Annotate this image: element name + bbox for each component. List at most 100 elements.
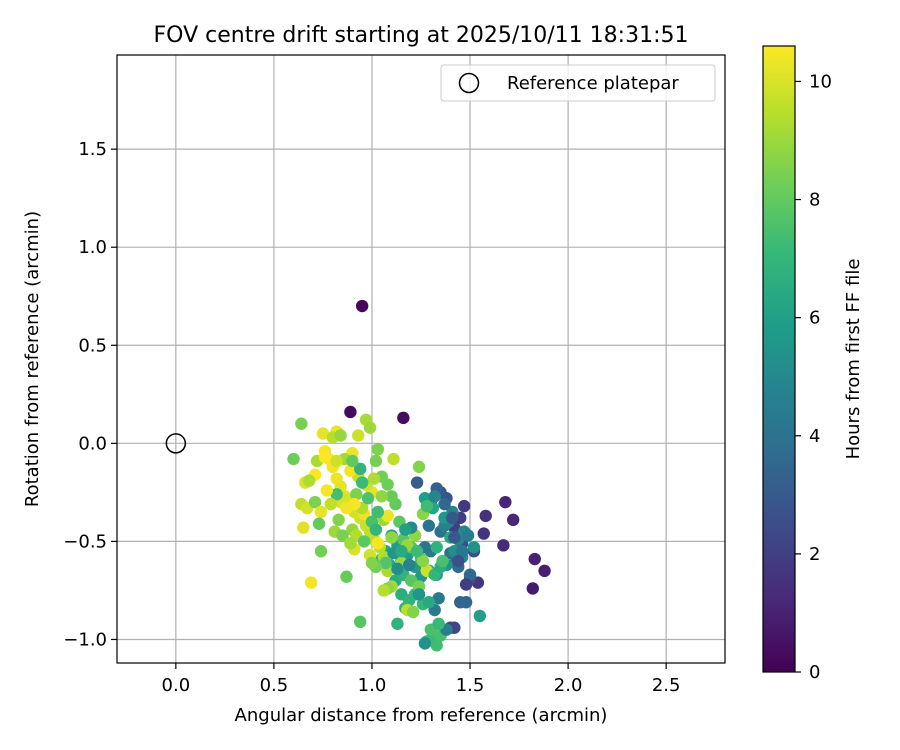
scatter-point xyxy=(361,492,375,505)
scatter-point xyxy=(318,450,332,464)
y-axis-ticks: −1.0 −0.5 0.0 0.5 1.0 1.5 xyxy=(63,139,117,650)
scatter-point xyxy=(410,476,424,489)
y-tick-label: 1.5 xyxy=(78,139,107,160)
x-tick-label: 1.5 xyxy=(456,675,485,696)
scatter-point xyxy=(355,476,369,489)
scatter-point xyxy=(385,490,398,503)
scatter-point xyxy=(312,517,326,530)
scatter-point xyxy=(385,531,398,544)
colorbar-tick-label: 2 xyxy=(809,544,820,565)
x-tick-label: 0.0 xyxy=(162,675,191,696)
scatter-point xyxy=(406,605,420,619)
x-tick-label: 0.5 xyxy=(260,675,289,696)
x-axis-label: Angular distance from reference (arcmin) xyxy=(235,705,608,726)
legend: Reference platepar xyxy=(440,64,716,102)
scatter-point xyxy=(363,421,377,434)
scatter-point xyxy=(391,617,404,630)
colorbar-label: Hours from first FF file xyxy=(843,259,864,460)
legend-label-reference: Reference platepar xyxy=(507,73,679,94)
reference-platepar-marker xyxy=(165,433,187,454)
scatter-point xyxy=(340,570,353,583)
scatter-point xyxy=(354,615,367,629)
scatter-point xyxy=(369,523,383,536)
scatter-point xyxy=(479,509,492,523)
scatter-point xyxy=(340,501,353,515)
scatter-point xyxy=(463,568,477,581)
scatter-point xyxy=(416,554,430,568)
scatter-point xyxy=(381,509,394,523)
scatter-point xyxy=(526,582,539,595)
scatter-point xyxy=(497,539,510,552)
scatter-point xyxy=(410,545,424,558)
scatter-point xyxy=(459,596,473,609)
scatter-point xyxy=(357,535,371,548)
scatter-point xyxy=(344,464,357,477)
scatter-point xyxy=(432,617,445,630)
scatter-point xyxy=(316,427,330,440)
scatter-point xyxy=(367,472,381,485)
scatter-point xyxy=(461,529,475,542)
scatter-point xyxy=(455,545,469,558)
colorbar xyxy=(762,45,796,673)
scatter-point xyxy=(371,505,385,519)
y-tick-label: 0.5 xyxy=(78,335,107,356)
scatter-point xyxy=(420,499,434,513)
colorbar-ticks: 0 2 4 6 8 10 xyxy=(795,71,832,683)
x-axis-ticks: 0.0 0.5 1.0 1.5 2.0 2.5 xyxy=(162,663,680,696)
reference-platepar-point xyxy=(165,433,187,454)
colorbar-tick-label: 6 xyxy=(809,308,820,329)
plot-frame xyxy=(116,54,726,664)
colorbar-tick-label: 4 xyxy=(809,426,820,447)
scatter-point xyxy=(332,513,345,527)
scatter-point xyxy=(436,554,449,568)
scatter-point xyxy=(352,429,365,442)
scatter-point xyxy=(438,497,451,511)
colorbar-tick-label: 8 xyxy=(809,190,820,211)
scatter-point xyxy=(354,462,367,476)
scatter-point xyxy=(303,474,316,487)
legend-box xyxy=(440,64,716,102)
scatter-point xyxy=(344,405,357,419)
scatter-point xyxy=(371,443,385,456)
scatter-point xyxy=(397,411,410,425)
scatter-point xyxy=(355,299,369,313)
scatter-point xyxy=(314,505,328,519)
scatter-point xyxy=(467,541,481,554)
scatter-point xyxy=(430,639,443,652)
scatter-point xyxy=(459,578,473,591)
scatter-point xyxy=(295,417,308,430)
y-tick-label: 0.0 xyxy=(78,433,107,454)
scatter-point xyxy=(369,454,383,468)
scatter-point xyxy=(287,452,300,466)
scatter-point xyxy=(387,452,400,466)
scatter-point xyxy=(412,588,426,601)
scatter-point xyxy=(448,531,461,544)
scatter-point xyxy=(371,537,385,550)
y-tick-label: −1.0 xyxy=(63,629,107,650)
x-tick-label: 1.0 xyxy=(358,675,387,696)
scatter-point xyxy=(336,529,349,542)
scatter-points xyxy=(287,299,551,652)
scatter-point xyxy=(346,454,359,468)
scatter-point xyxy=(379,556,392,570)
scatter-point xyxy=(403,558,416,572)
scatter-point xyxy=(344,537,357,550)
colorbar-tick-label: 10 xyxy=(809,71,832,92)
scatter-point xyxy=(477,527,490,540)
colorbar-tick-label: 0 xyxy=(809,662,820,683)
scatter-point xyxy=(365,556,379,570)
scatter-point xyxy=(297,521,310,534)
scatter-point xyxy=(430,541,443,554)
scatter-point xyxy=(432,592,445,605)
y-axis-label: Rotation from reference (arcmin) xyxy=(22,211,43,507)
scatter-point xyxy=(422,596,436,609)
scatter-point xyxy=(391,562,404,576)
chart-title: FOV centre drift starting at 2025/10/11 … xyxy=(154,23,689,48)
scatter-point xyxy=(538,564,551,578)
y-tick-label: −0.5 xyxy=(63,531,107,552)
scatter-point xyxy=(499,495,512,509)
scatter-point xyxy=(473,609,487,623)
scatter-point xyxy=(428,490,441,503)
scatter-point xyxy=(314,545,328,558)
